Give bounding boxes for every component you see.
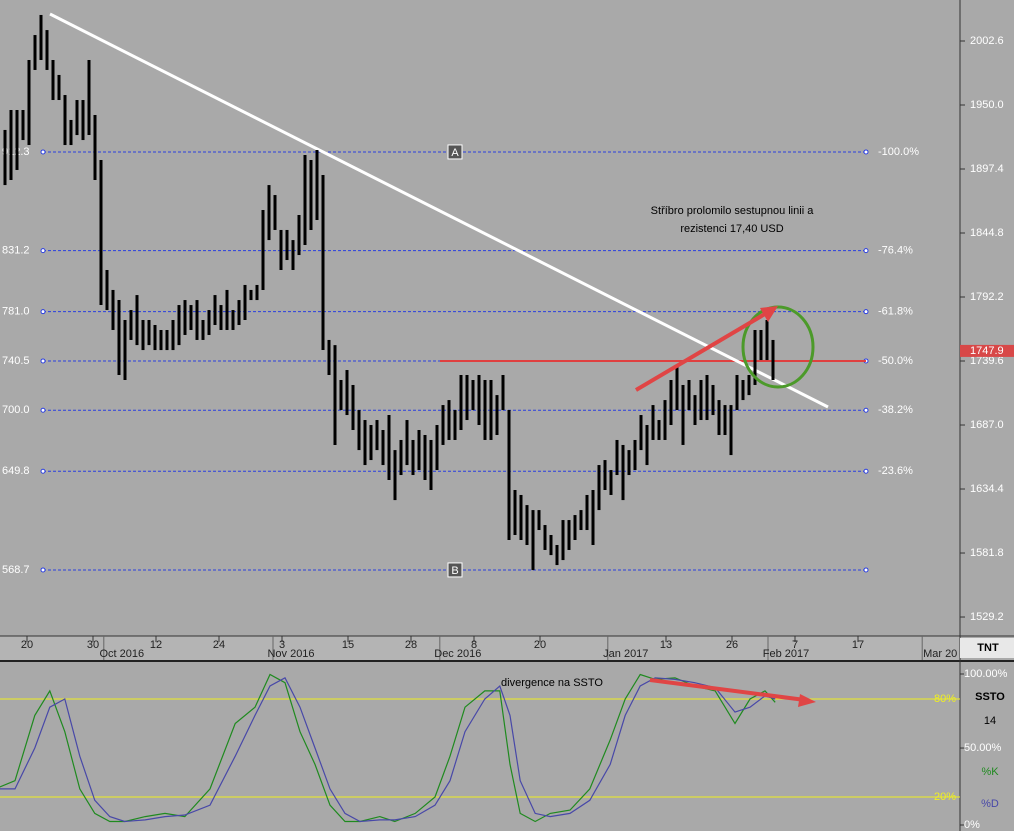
arrow-head — [760, 306, 778, 322]
legend-label: %K — [981, 766, 999, 778]
x-tick-label: 20 — [534, 639, 546, 651]
fib-level-label: 740.5 — [2, 355, 30, 367]
fib-handle — [40, 407, 46, 413]
fib-handle — [40, 309, 46, 315]
fib-pct-label: -76.4% — [878, 245, 913, 257]
fib-handle — [863, 309, 869, 315]
fib-handle — [40, 149, 46, 155]
legend-label: %D — [981, 798, 999, 810]
fib-level-label: 831.2 — [2, 245, 30, 257]
fib-handle — [863, 567, 869, 573]
fib-level-label: 568.7 — [2, 564, 30, 576]
date-strip — [0, 636, 960, 660]
fib-handle — [40, 567, 46, 573]
fib-handle — [40, 468, 46, 474]
fib-handle — [863, 468, 869, 474]
stoch-line — [0, 676, 776, 823]
y-tick-label: 1581.8 — [970, 547, 1004, 559]
y-tick-label: 1897.4 — [970, 163, 1004, 175]
x-tick-label: 8 — [471, 639, 477, 651]
fib-handle — [863, 407, 869, 413]
level-label: 80% — [934, 693, 956, 705]
fib-pct-label: -100.0% — [878, 146, 919, 158]
x-tick-label: 20 — [21, 639, 33, 651]
annotation: rezistenci 17,40 USD — [680, 223, 783, 235]
fib-level-label: 649.8 — [2, 465, 30, 477]
stoch-line — [0, 673, 776, 823]
month-label: Feb 2017 — [763, 648, 809, 660]
logo: TNT — [977, 642, 999, 654]
indicator-title: SSTO — [975, 691, 1005, 703]
fib-marker: B — [451, 565, 458, 577]
fib-marker-box — [447, 144, 463, 160]
arrow — [634, 309, 772, 392]
month-label: Jan 2017 — [603, 648, 648, 660]
fib-marker-box — [447, 562, 463, 578]
logo-box — [960, 638, 1014, 658]
x-tick-label: 26 — [726, 639, 738, 651]
arrow — [649, 678, 806, 702]
x-tick-label: 17 — [852, 639, 864, 651]
y-tick-label: 0% — [964, 819, 980, 831]
indicator-period: 14 — [984, 715, 996, 727]
y-tick-label: 1950.0 — [970, 99, 1004, 111]
y-tick-label: 1792.2 — [970, 291, 1004, 303]
fib-pct-label: -38.2% — [878, 404, 913, 416]
y-tick-label: 1739.6 — [970, 355, 1004, 367]
fib-level-label: 781.0 — [2, 306, 30, 318]
fib-handle — [863, 149, 869, 155]
month-label: Dec 2016 — [434, 648, 481, 660]
annotation: Stříbro prolomilo sestupnou linii a — [651, 205, 815, 217]
level-label: 20% — [934, 791, 956, 803]
x-tick-label: 30 — [87, 639, 99, 651]
last-price-label: 1747.9 — [970, 345, 1004, 357]
y-tick-label: 1529.2 — [970, 611, 1004, 623]
y-tick-label: 2002.6 — [970, 35, 1004, 47]
y-tick-label: 50.00% — [964, 742, 1002, 754]
y-tick-label: 100.00% — [964, 668, 1008, 680]
last-price-box — [960, 344, 1014, 357]
fib-handle — [40, 358, 46, 364]
fib-pct-label: -50.0% — [878, 355, 913, 367]
x-tick-label: 15 — [342, 639, 354, 651]
fib-marker: A — [451, 147, 459, 159]
y-tick-label: 1844.8 — [970, 227, 1004, 239]
month-label: Mar 20 — [923, 648, 957, 660]
x-tick-label: 7 — [792, 639, 798, 651]
arrow-head — [798, 694, 816, 707]
x-tick-label: 28 — [405, 639, 417, 651]
y-tick-label: 1634.4 — [970, 483, 1004, 495]
highlight-circle — [741, 305, 815, 389]
annotation: divergence na SSTO — [501, 677, 603, 689]
fib-handle — [863, 248, 869, 254]
trend-line — [49, 12, 829, 409]
x-tick-label: 3 — [279, 639, 285, 651]
x-tick-label: 12 — [150, 639, 162, 651]
x-tick-label: 13 — [660, 639, 672, 651]
month-label: Oct 2016 — [99, 648, 144, 660]
month-label: Nov 2016 — [267, 648, 314, 660]
y-tick-label: 1687.0 — [970, 419, 1004, 431]
x-tick-label: 24 — [213, 639, 225, 651]
fib-pct-label: -23.6% — [878, 465, 913, 477]
fib-handle — [40, 248, 46, 254]
fib-level-label: 700.0 — [2, 404, 30, 416]
fib-pct-label: -61.8% — [878, 306, 913, 318]
